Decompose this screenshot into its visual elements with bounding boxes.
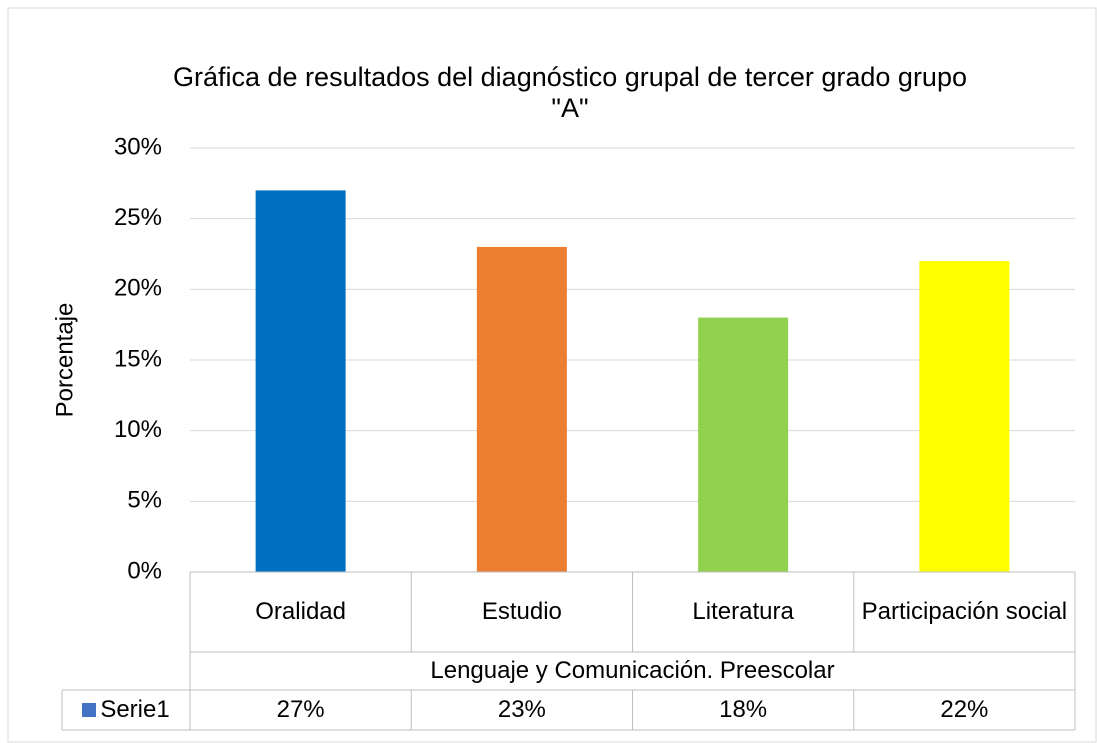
x-tick-label: Literatura: [692, 598, 794, 625]
x-tick-label: Estudio: [481, 598, 562, 625]
y-tick-label: 0%: [127, 557, 162, 584]
y-tick-label: 10%: [114, 416, 162, 443]
x-tick-label: Participación social: [861, 598, 1068, 625]
legend-entry: Serie1: [62, 690, 190, 730]
y-tick-label: 30%: [114, 133, 162, 160]
y-axis-label: Porcentaje: [51, 303, 78, 418]
bar: [919, 261, 1010, 572]
bar: [698, 317, 789, 572]
x-tick-label: Oralidad: [255, 598, 346, 625]
legend-label: Serie1: [100, 696, 170, 723]
y-tick-label: 25%: [114, 204, 162, 231]
data-table-value: 18%: [719, 696, 768, 723]
legend-key: [82, 703, 97, 717]
y-tick-label: 5%: [127, 487, 162, 514]
data-table-value: 23%: [497, 696, 546, 723]
bar: [476, 246, 567, 572]
chart-title: Gráfica de resultados del diagnóstico gr…: [173, 62, 967, 123]
bar: [255, 190, 346, 572]
category-group-label: Lenguaje y Comunicación. Preescolar: [430, 657, 835, 684]
data-table-value: 22%: [940, 696, 989, 723]
y-tick-label: 15%: [114, 345, 162, 372]
data-table-value: 27%: [276, 696, 325, 723]
y-tick-label: 20%: [114, 275, 162, 302]
chart-frame: [7, 7, 1097, 743]
